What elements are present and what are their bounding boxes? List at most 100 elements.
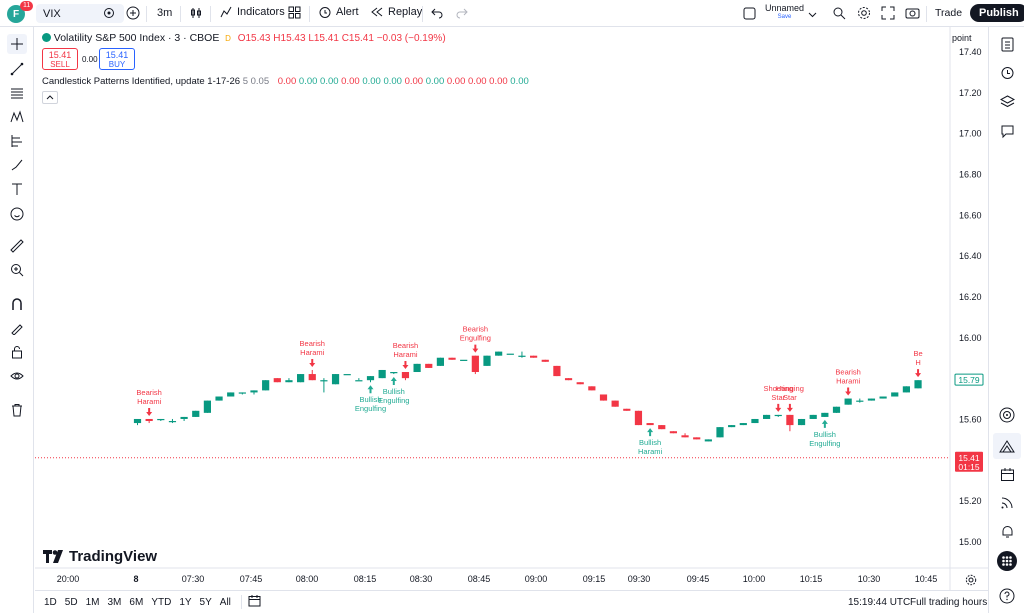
range-button-ytd[interactable]: YTD bbox=[151, 596, 172, 608]
indicators-button[interactable]: Indicators bbox=[219, 5, 285, 19]
range-button-all[interactable]: All bbox=[219, 596, 231, 608]
quick-search-icon[interactable] bbox=[832, 6, 846, 23]
price-chart[interactable]: 17.40 17.20 17.00 16.80 16.60 16.40 16.20 16.00… bbox=[35, 27, 988, 590]
pattern-label: Bearish bbox=[835, 368, 860, 377]
range-button-1m[interactable]: 1M bbox=[85, 596, 100, 608]
ruler-icon[interactable] bbox=[7, 236, 27, 256]
candle-body bbox=[413, 363, 421, 373]
price-tick-label: 16.40 bbox=[959, 251, 982, 261]
symbol-search-input[interactable]: VIX bbox=[36, 4, 124, 23]
indicator-price-badge bbox=[954, 373, 984, 386]
eye-icon[interactable] bbox=[7, 366, 27, 386]
alerts-clock-icon[interactable] bbox=[997, 62, 1017, 82]
price-tick-label: 16.60 bbox=[959, 210, 982, 220]
templates-grid-icon[interactable] bbox=[288, 6, 301, 22]
range-button-6m[interactable]: 6M bbox=[129, 596, 144, 608]
time-tick-label: 09:00 bbox=[525, 574, 548, 584]
crosshair-icon[interactable] bbox=[7, 34, 27, 54]
candle-body bbox=[588, 386, 596, 391]
compare-add-icon[interactable] bbox=[126, 6, 140, 23]
candle-body bbox=[262, 380, 270, 391]
legend-change: −0.03 (−0.19%) bbox=[376, 33, 446, 44]
zoom-in-icon[interactable] bbox=[7, 260, 27, 280]
chart-type-icon[interactable] bbox=[189, 6, 203, 23]
patterns-icon[interactable] bbox=[7, 107, 27, 127]
pattern-label: Bearish bbox=[300, 339, 325, 348]
range-button-3m[interactable]: 3M bbox=[107, 596, 122, 608]
range-button-5d[interactable]: 5D bbox=[64, 596, 78, 608]
symbol-options-icon[interactable] bbox=[103, 7, 115, 22]
candle-body bbox=[390, 372, 398, 374]
candle-body bbox=[425, 363, 433, 368]
calendar-icon[interactable] bbox=[997, 464, 1017, 484]
layers-icon[interactable] bbox=[997, 91, 1017, 111]
legend-close: C15.41 bbox=[341, 33, 374, 44]
lock-drawing-pencil-icon[interactable] bbox=[7, 318, 27, 338]
magnet-icon[interactable] bbox=[7, 294, 27, 314]
range-button-5y[interactable]: 5Y bbox=[199, 596, 212, 608]
fullscreen-icon[interactable] bbox=[881, 6, 895, 23]
notifications-bell-icon[interactable] bbox=[997, 521, 1017, 541]
pattern-label: Be bbox=[913, 349, 922, 358]
camera-icon[interactable] bbox=[905, 6, 920, 23]
redo-icon[interactable] bbox=[456, 7, 468, 22]
date-range-calendar-icon[interactable] bbox=[248, 594, 261, 610]
price-axis[interactable]: 17.40 17.20 17.00 16.80 16.60 16.40 16.20 16.00… bbox=[35, 27, 988, 590]
last-price-value: 15.41 bbox=[958, 453, 980, 463]
sell-button[interactable]: 15.41 SELL bbox=[42, 48, 78, 70]
trash-icon[interactable] bbox=[7, 400, 27, 420]
legend-high: H15.43 bbox=[273, 33, 306, 44]
candle-body bbox=[401, 372, 410, 379]
utc-clock[interactable]: 15:19:44 UTC bbox=[848, 597, 911, 608]
candle-body bbox=[285, 380, 293, 383]
candle-body bbox=[530, 355, 538, 358]
layout-name-text: Unnamed bbox=[765, 3, 805, 13]
scale-mode-label[interactable]: point bbox=[952, 33, 972, 43]
fib-retracement-icon[interactable] bbox=[7, 83, 27, 103]
lock-icon[interactable] bbox=[7, 342, 27, 362]
candle-body bbox=[844, 398, 852, 405]
range-button-1y[interactable]: 1Y bbox=[179, 596, 192, 608]
brush-icon[interactable] bbox=[7, 155, 27, 175]
undo-icon[interactable] bbox=[431, 7, 443, 22]
text-tool-icon[interactable] bbox=[7, 179, 27, 199]
help-icon[interactable] bbox=[997, 586, 1017, 606]
bullish-arrow-marker bbox=[390, 377, 397, 386]
replay-button[interactable]: Replay bbox=[370, 5, 422, 19]
candle-body bbox=[599, 394, 608, 401]
session-label[interactable]: Full trading hours bbox=[910, 597, 988, 608]
forecasting-icon[interactable] bbox=[7, 131, 27, 151]
price-tick-label: 15.00 bbox=[959, 537, 982, 547]
collapse-legend-chevron-up-icon[interactable] bbox=[42, 91, 58, 104]
publish-button[interactable]: Publish bbox=[970, 4, 1024, 22]
indicator-value: 0.00 bbox=[383, 76, 405, 87]
indicator-legend: Candlestick Patterns Identified, update … bbox=[42, 76, 529, 87]
target-icon[interactable] bbox=[997, 405, 1017, 425]
candle-body bbox=[553, 365, 561, 377]
layout-name[interactable]: Unnamed Save bbox=[765, 4, 804, 22]
layout-checkbox-icon[interactable] bbox=[743, 7, 756, 23]
apps-grid-icon[interactable] bbox=[997, 551, 1017, 571]
chevron-down-icon[interactable] bbox=[808, 9, 817, 21]
tradingview-logo[interactable]: TradingView bbox=[43, 548, 157, 565]
watchlist-icon[interactable] bbox=[997, 34, 1017, 54]
legend-title[interactable]: Volatility S&P 500 Index · 3 · CBOE bbox=[53, 32, 220, 44]
range-button-1d[interactable]: 1D bbox=[44, 596, 57, 608]
price-tick-label: 15.60 bbox=[959, 414, 982, 424]
trade-button[interactable]: Trade bbox=[935, 7, 963, 19]
time-tick-label: 09:30 bbox=[628, 574, 651, 584]
replay-icon bbox=[371, 7, 383, 17]
pine-editor-icon[interactable] bbox=[993, 433, 1021, 459]
news-feed-icon[interactable] bbox=[997, 492, 1017, 512]
axis-settings-gear-icon[interactable] bbox=[965, 573, 977, 591]
trend-line-icon[interactable] bbox=[7, 59, 27, 79]
emoji-icon[interactable] bbox=[7, 204, 27, 224]
alert-button[interactable]: Alert bbox=[318, 5, 359, 19]
buy-button[interactable]: 15.41 BUY bbox=[99, 48, 135, 70]
settings-gear-icon[interactable] bbox=[857, 6, 871, 23]
interval-button[interactable]: 3m bbox=[157, 7, 173, 19]
chat-icon[interactable] bbox=[997, 121, 1017, 141]
indicator-name[interactable]: Candlestick Patterns Identified, update … bbox=[42, 76, 241, 87]
candle-body bbox=[564, 378, 573, 381]
time-axis[interactable]: 20:00 8 07:30 07:45 08:00 08:15 08:30 08:45 09:0… bbox=[57, 574, 938, 584]
